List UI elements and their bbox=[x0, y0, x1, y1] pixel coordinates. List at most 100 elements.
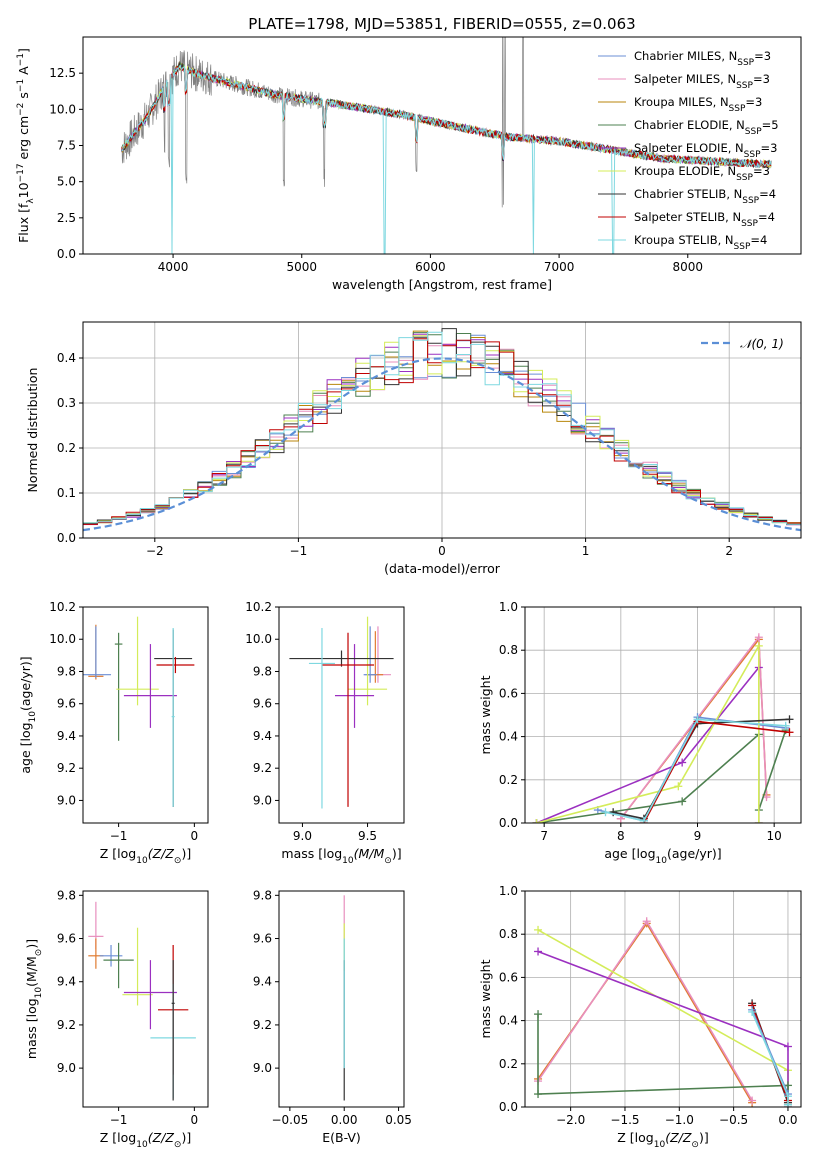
y-tick-label: 9.4 bbox=[253, 975, 272, 989]
x-tick-label: −1 bbox=[110, 1113, 128, 1127]
y-tick-label: 9.8 bbox=[57, 664, 76, 678]
legend-entry: Kroupa STELIB, NSSP=4 bbox=[634, 233, 767, 252]
y-tick-label: 0.3 bbox=[57, 396, 76, 410]
y-tick-label: 0.2 bbox=[57, 441, 76, 455]
y-tick-label: 9.2 bbox=[57, 761, 76, 775]
x-tick-label: 0.05 bbox=[385, 1113, 412, 1127]
y-axis-label: mass [log10(M/M⊙)] bbox=[24, 939, 44, 1059]
x-tick-label: 10 bbox=[767, 829, 782, 843]
point-marker bbox=[601, 808, 610, 817]
y-tick-label: 0.0 bbox=[57, 531, 76, 545]
y-tick-label: 9.0 bbox=[253, 1061, 272, 1075]
y-axis-label: mass weight bbox=[478, 675, 493, 754]
x-tick-label: 6000 bbox=[415, 260, 446, 274]
y-tick-label: 5.0 bbox=[57, 175, 76, 189]
legend-entry: 𝒩(0, 1) bbox=[740, 337, 784, 351]
x-axis-label: Z [log10(Z/Z⊙)] bbox=[100, 1130, 191, 1150]
data-point bbox=[308, 627, 335, 809]
plot-area-mass-vs-Z bbox=[88, 901, 196, 1101]
data-point bbox=[123, 960, 177, 1030]
y-tick-label: 9.6 bbox=[253, 697, 272, 711]
y-tick-label: 9.8 bbox=[57, 888, 76, 902]
model-spectrum bbox=[121, 66, 772, 168]
point-marker bbox=[754, 819, 763, 823]
point-marker bbox=[693, 715, 702, 724]
y-tick-label: 0.4 bbox=[499, 1014, 518, 1028]
y-tick-label: 9.6 bbox=[253, 932, 272, 946]
data-point bbox=[363, 626, 377, 683]
data-point bbox=[289, 650, 394, 667]
x-axis-label: Z [log10(Z/Z⊙)] bbox=[617, 1130, 708, 1150]
point-marker bbox=[678, 758, 687, 767]
panel-age-vs-mass: 9.0 9.5 9.0 9.2 9.4 9.6 9.8 10.0 10.2 mass [log10… bbox=[245, 600, 405, 866]
y-tick-label: 0.8 bbox=[499, 643, 518, 657]
x-tick-label: 2 bbox=[725, 544, 733, 558]
y-tick-label: 0.0 bbox=[499, 1100, 518, 1114]
y-tick-label: 0.8 bbox=[499, 927, 518, 941]
plot-area-age-vs-Z bbox=[83, 616, 195, 807]
y-tick-label: 9.0 bbox=[57, 1061, 76, 1075]
point-marker bbox=[754, 641, 763, 650]
y-tick-label: 9.2 bbox=[57, 1018, 76, 1032]
normal-curve bbox=[83, 357, 801, 532]
legend-entry: Salpeter STELIB, NSSP=4 bbox=[634, 210, 775, 229]
model-spectrum bbox=[121, 64, 772, 254]
y-tick-label: 9.6 bbox=[57, 932, 76, 946]
panel-spectrum: 4000 5000 6000 7000 8000 0.0 2.5 5.0 7.5 10.0 12.5… bbox=[16, 36, 802, 292]
y-tick-label: 0.4 bbox=[57, 351, 76, 365]
point-marker bbox=[783, 1092, 792, 1101]
point-marker bbox=[532, 819, 541, 823]
y-tick-label: 12.5 bbox=[49, 66, 76, 80]
y-axis-label: age [log10(age/yr)] bbox=[18, 656, 38, 773]
x-axis-label: E(B-V) bbox=[322, 1130, 361, 1145]
x-tick-label: −2 bbox=[146, 544, 164, 558]
y-tick-label: 7.5 bbox=[57, 139, 76, 153]
y-tick-label: 9.4 bbox=[57, 729, 76, 743]
data-point bbox=[321, 632, 375, 807]
panel-weight-vs-Z: −2.0 −1.5 −1.0 −0.5 0.0 0.0 0.2 0.4 0.6 0.8 1.0 Z [… bbox=[478, 884, 802, 1150]
y-tick-label: 9.8 bbox=[253, 888, 272, 902]
legend-entry: Kroupa ELODIE, NSSP=3 bbox=[634, 164, 770, 183]
data-point bbox=[123, 644, 177, 728]
point-marker bbox=[534, 947, 543, 956]
legend-entry: Chabrier ELODIE, NSSP=5 bbox=[634, 118, 779, 137]
point-marker bbox=[783, 1042, 792, 1051]
point-marker bbox=[642, 917, 651, 926]
axes-frame bbox=[82, 606, 209, 824]
x-tick-label: 9.5 bbox=[358, 829, 377, 843]
data-point bbox=[156, 656, 195, 674]
x-tick-label: 0.00 bbox=[331, 1113, 358, 1127]
y-tick-label: 9.4 bbox=[57, 975, 76, 989]
data-point bbox=[171, 960, 175, 1101]
y-axis-label: Flux [fλ10−17 erg cm−2 s−1 A−1] bbox=[16, 48, 36, 243]
y-tick-label: 1.0 bbox=[499, 884, 518, 898]
y-tick-label: 10.2 bbox=[49, 600, 76, 614]
x-tick-label: −1.0 bbox=[665, 1113, 694, 1127]
y-tick-label: 9.4 bbox=[253, 729, 272, 743]
panel-weight-vs-age: 7 8 9 10 0.0 0.2 0.4 0.6 0.8 1.0 age [log10(age/yr… bbox=[478, 600, 802, 866]
x-tick-label: 9.0 bbox=[293, 829, 312, 843]
y-tick-label: 10.2 bbox=[245, 600, 272, 614]
data-point bbox=[171, 627, 175, 807]
y-tick-label: 0.6 bbox=[499, 686, 518, 700]
legend-entry: Salpeter ELODIE, NSSP=3 bbox=[634, 141, 777, 160]
x-tick-label: −0.05 bbox=[271, 1113, 308, 1127]
point-marker bbox=[754, 633, 763, 642]
y-tick-label: 2.5 bbox=[57, 211, 76, 225]
x-axis-label: mass [log10(M/M⊙)] bbox=[281, 846, 401, 866]
x-tick-label: 9 bbox=[694, 829, 702, 843]
plot-area-weight-vs-Z bbox=[534, 917, 792, 1107]
x-tick-label: 8 bbox=[617, 829, 625, 843]
axes-frame bbox=[278, 890, 405, 1108]
point-marker bbox=[534, 1090, 543, 1099]
plot-area-age-vs-mass bbox=[289, 616, 394, 809]
y-tick-label: 0.2 bbox=[499, 773, 518, 787]
data-point bbox=[103, 942, 134, 989]
point-marker bbox=[785, 715, 794, 724]
x-axis-label: age [log10(age/yr)] bbox=[604, 846, 721, 866]
point-marker bbox=[639, 816, 648, 823]
point-marker bbox=[674, 782, 683, 791]
point-marker bbox=[783, 1100, 792, 1107]
y-tick-label: 10.0 bbox=[245, 632, 272, 646]
